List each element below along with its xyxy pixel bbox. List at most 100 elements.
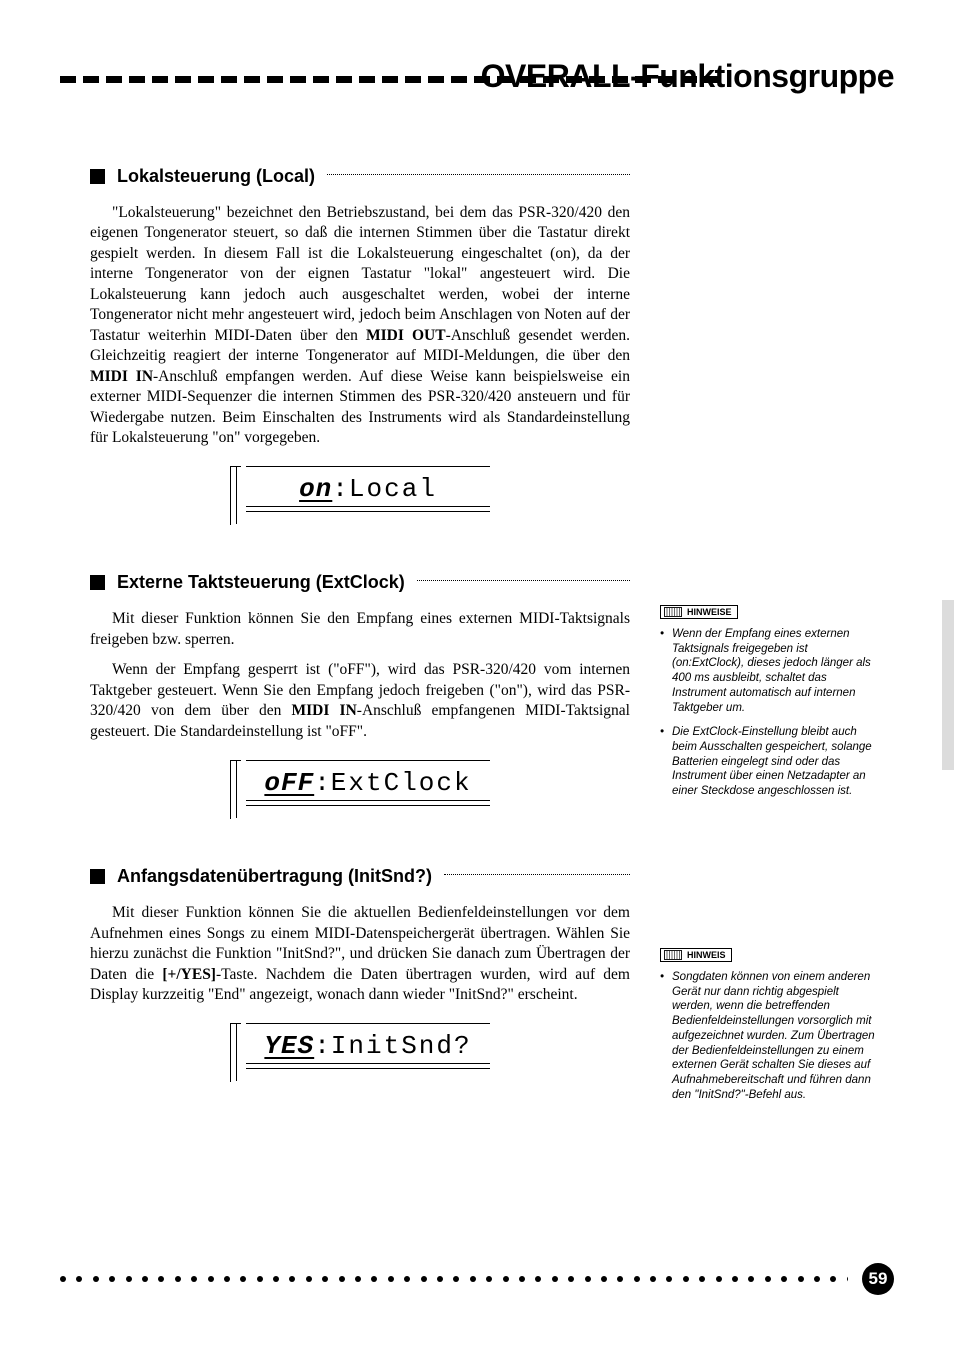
square-bullet-icon — [90, 169, 105, 184]
page-number-badge: 59 — [862, 1263, 894, 1295]
dash-icon — [359, 76, 375, 83]
dot-icon — [814, 1276, 820, 1282]
lcd-separator: : — [314, 1031, 331, 1061]
dot-icon — [650, 1276, 656, 1282]
section-heading: Anfangsdatenübertragung (InitSnd?) — [90, 866, 630, 887]
dot-icon — [273, 1276, 279, 1282]
dot-icon — [191, 1276, 197, 1282]
dot-icon — [470, 1276, 476, 1282]
dot-icon — [142, 1276, 148, 1282]
spacer — [660, 166, 880, 604]
dash-icon — [60, 76, 76, 83]
main-column: Lokalsteuerung (Local) "Lokalsteuerung" … — [90, 166, 630, 1129]
dot-icon — [634, 1276, 640, 1282]
dot-icon — [371, 1276, 377, 1282]
spacer — [660, 829, 880, 947]
lcd-bracket-icon — [236, 466, 243, 524]
section-extclock: Externe Taktsteuerung (ExtClock) Mit die… — [90, 572, 630, 818]
manual-page: OVERALL-Funktionsgruppe Lokalsteuerung (… — [0, 0, 954, 1351]
dash-icon — [313, 76, 329, 83]
lcd-display: on:Local — [90, 466, 630, 524]
dot-icon — [126, 1276, 132, 1282]
note-list: Songdaten können von einem anderen Gerät… — [660, 970, 880, 1102]
lcd-param-name: InitSnd? — [331, 1031, 472, 1061]
bold-run: MIDI OUT — [366, 327, 446, 344]
lcd-bracket-icon — [236, 760, 243, 818]
lcd-value: on — [299, 474, 332, 504]
body-paragraph: Mit dieser Funktion können Sie die aktue… — [90, 903, 630, 1005]
heading-text: Externe Taktsteuerung (ExtClock) — [117, 572, 405, 593]
section-initsnd: Anfangsdatenübertragung (InitSnd?) Mit d… — [90, 866, 630, 1081]
dot-icon — [289, 1276, 295, 1282]
lcd-display: oFF:ExtClock — [90, 760, 630, 818]
dot-icon — [486, 1276, 492, 1282]
body-paragraph: Wenn der Empfang gesperrt ist ("oFF"), w… — [90, 660, 630, 742]
dash-icon — [198, 76, 214, 83]
lcd-underline — [246, 506, 490, 507]
lcd-separator: : — [314, 768, 331, 798]
lcd-display: YES:InitSnd? — [90, 1023, 630, 1081]
text-run: "Lokalsteuerung" bezeichnet den Betriebs… — [90, 204, 630, 344]
section-heading: Lokalsteuerung (Local) — [90, 166, 630, 187]
dot-icon — [601, 1276, 607, 1282]
dot-icon — [437, 1276, 443, 1282]
dot-icon — [519, 1276, 525, 1282]
dot-icon — [781, 1276, 787, 1282]
footer-dot-rule — [60, 1276, 848, 1282]
square-bullet-icon — [90, 869, 105, 884]
dash-icon — [83, 76, 99, 83]
heading-dot-leader — [327, 174, 630, 175]
note-item: Songdaten können von einem anderen Gerät… — [660, 970, 880, 1102]
lcd-param-name: Local — [349, 474, 437, 504]
dot-icon — [453, 1276, 459, 1282]
dot-icon — [716, 1276, 722, 1282]
dot-icon — [732, 1276, 738, 1282]
dot-icon — [585, 1276, 591, 1282]
dash-icon — [244, 76, 260, 83]
dash-icon — [428, 76, 444, 83]
dot-icon — [503, 1276, 509, 1282]
section-heading: Externe Taktsteuerung (ExtClock) — [90, 572, 630, 593]
keyboard-icon — [664, 950, 682, 960]
heading-text: Anfangsdatenübertragung (InitSnd?) — [117, 866, 432, 887]
note-block-initsnd: HINWEIS Songdaten können von einem ander… — [660, 947, 880, 1102]
bold-run: [+/YES] — [162, 966, 216, 983]
heading-dot-leader — [444, 874, 630, 875]
lcd-separator: : — [332, 474, 349, 504]
dot-icon — [208, 1276, 214, 1282]
dash-icon — [106, 76, 122, 83]
dot-icon — [404, 1276, 410, 1282]
dot-icon — [765, 1276, 771, 1282]
square-bullet-icon — [90, 575, 105, 590]
body-paragraph: "Lokalsteuerung" bezeichnet den Betriebs… — [90, 203, 630, 448]
bold-run: MIDI IN — [90, 368, 153, 385]
note-badge-label: HINWEISE — [687, 607, 732, 617]
dash-icon — [221, 76, 237, 83]
keyboard-icon — [664, 607, 682, 617]
text-run: -Anschluß empfangen werden. Auf diese We… — [90, 368, 630, 446]
note-badge: HINWEIS — [660, 948, 732, 962]
dot-icon — [568, 1276, 574, 1282]
lcd-underline — [246, 1063, 490, 1064]
dot-icon — [421, 1276, 427, 1282]
dot-icon — [339, 1276, 345, 1282]
lcd-underline — [246, 800, 490, 801]
dash-icon — [382, 76, 398, 83]
dash-icon — [451, 76, 467, 83]
content-columns: Lokalsteuerung (Local) "Lokalsteuerung" … — [90, 166, 894, 1132]
note-block-extclock: HINWEISE Wenn der Empfang eines externen… — [660, 604, 880, 799]
dot-icon — [830, 1276, 836, 1282]
note-badge-label: HINWEIS — [687, 950, 726, 960]
dot-icon — [699, 1276, 705, 1282]
dot-icon — [175, 1276, 181, 1282]
dot-icon — [224, 1276, 230, 1282]
dot-icon — [388, 1276, 394, 1282]
dot-icon — [60, 1276, 66, 1282]
dot-icon — [109, 1276, 115, 1282]
lcd-value: oFF — [264, 768, 314, 798]
page-footer: 59 — [60, 1263, 894, 1295]
dash-icon — [129, 76, 145, 83]
bold-run: MIDI IN — [292, 702, 357, 719]
dot-icon — [683, 1276, 689, 1282]
dash-icon — [290, 76, 306, 83]
